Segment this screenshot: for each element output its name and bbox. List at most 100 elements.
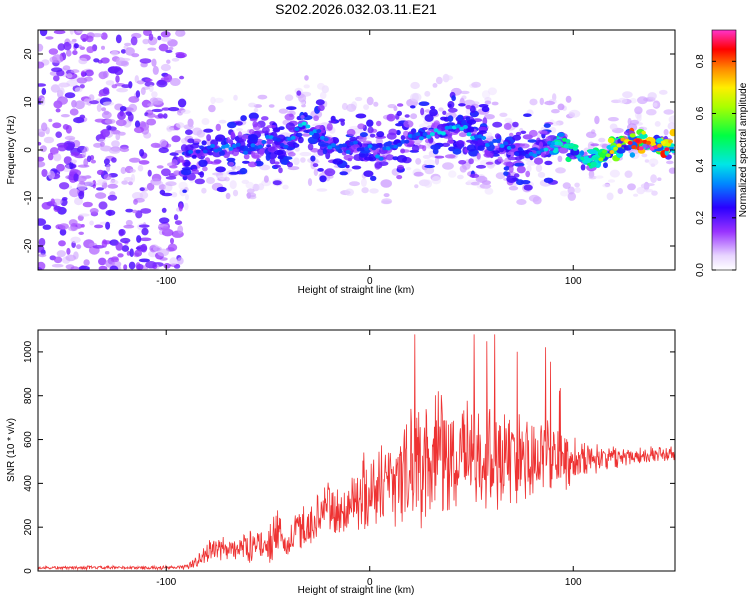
spectrogram-cell — [403, 130, 409, 137]
spectrogram-cell — [423, 179, 433, 188]
snr-y-ticks: 0 200 400 600 800 1000 — [23, 340, 675, 574]
spectrogram-cell — [64, 92, 76, 99]
spectrogram-cell — [128, 103, 138, 113]
spectrogram-cell — [371, 146, 377, 151]
spectrogram-cell — [322, 148, 328, 155]
spectrogram-cell — [105, 221, 111, 230]
spectrogram-cell — [157, 35, 162, 41]
spectrogram-cell — [103, 110, 110, 116]
spectrogram-cell — [393, 144, 399, 149]
spectrogram-cell — [51, 67, 63, 72]
spectrogram-cell — [50, 84, 61, 93]
spectrogram-cell — [269, 157, 276, 165]
spectrogram-cell — [606, 192, 614, 201]
spectrogram-cell — [57, 96, 68, 105]
spectrogram-cell — [109, 265, 119, 270]
spectrogram-cell — [123, 177, 134, 182]
spectrogram-cell — [286, 161, 293, 168]
spectrogram-cell — [410, 81, 420, 90]
spectrogram-cell — [359, 132, 368, 138]
spectrogram-cell — [286, 106, 297, 110]
spectrogram-cell — [290, 135, 296, 140]
spectrogram-cell — [460, 90, 470, 95]
spectrogram-cell — [73, 173, 79, 182]
spectrogram-cell — [259, 148, 265, 157]
spectrogram-cell — [38, 267, 43, 270]
y-tick-label: 20 — [23, 48, 34, 60]
spectrogram-cell — [651, 190, 658, 196]
spectrogram-cell — [139, 237, 152, 242]
y-tick-label: 0 — [23, 147, 34, 153]
spectrogram-cell — [68, 40, 76, 45]
spectrogram-cell — [103, 158, 110, 165]
spectrogram-cell — [342, 143, 347, 148]
spectrogram-cell — [99, 141, 105, 147]
spectrogram-cell — [360, 178, 367, 187]
spectrogram-cell — [269, 146, 276, 152]
spectrogram-cell — [375, 154, 380, 159]
spectrogram-cell — [565, 139, 571, 144]
spectrogram-cell — [641, 153, 648, 158]
spectrogram-cell — [65, 254, 77, 262]
spectrogram-cell — [95, 192, 107, 199]
spectrogram-cell — [641, 130, 646, 135]
spectrogram-cell — [434, 156, 440, 166]
spectrogram-cell — [239, 145, 245, 150]
snr-x-label: Height of straight line (km) — [298, 585, 415, 596]
spectrogram-cell — [539, 97, 544, 106]
spectrogram-cell — [178, 203, 183, 212]
spectrogram-cell — [52, 122, 62, 129]
spectrogram-cell — [536, 150, 542, 155]
spectrogram-cell — [189, 143, 200, 149]
spectrogram-cell — [55, 131, 62, 138]
spectrogram-cell — [263, 175, 269, 183]
spectrogram-cell — [146, 113, 156, 118]
spectrogram-cell — [160, 77, 170, 81]
spectrogram-cell — [151, 58, 157, 67]
spectrogram-cell — [240, 115, 247, 122]
spectrogram-cell — [397, 164, 404, 170]
spectrogram-cell — [557, 155, 563, 162]
spectrogram-cell — [383, 193, 390, 198]
spectrogram-cell — [216, 186, 227, 193]
spectrogram-cell — [421, 127, 428, 131]
y-tick-label: 0 — [23, 568, 34, 574]
spectrogram-cell — [649, 146, 655, 151]
spectrogram-cell — [38, 141, 42, 146]
spectrogram-cell — [319, 91, 327, 99]
spectrogram-cell — [243, 153, 250, 160]
spectrogram-cell — [232, 189, 239, 197]
spectrogram-cell — [483, 152, 494, 158]
spectrogram-cell — [130, 173, 136, 183]
spectrogram-cell — [627, 140, 633, 145]
spectrogram-cell — [138, 258, 150, 263]
spectrogram-cell — [38, 161, 46, 168]
spectrogram-cell — [247, 161, 257, 168]
spectrogram-cell — [519, 143, 530, 149]
spectrogram-cell — [429, 132, 435, 137]
spectrogram-cell — [48, 118, 53, 123]
spectrogram-cell — [309, 131, 314, 136]
spectrogram-cell — [470, 181, 480, 186]
spectrogram-cell — [466, 119, 477, 125]
spectrogram-cell — [140, 243, 148, 253]
spectrogram-cell — [181, 167, 193, 171]
spectrogram-cell — [324, 168, 336, 177]
spectrogram-cell — [169, 257, 178, 266]
spectrogram-cell — [373, 101, 379, 107]
spectrogram-cell — [261, 140, 267, 144]
spectrogram-cell — [89, 100, 99, 105]
spectrogram-x-label: Height of straight line (km) — [298, 285, 415, 296]
spectrogram-cell — [381, 198, 393, 205]
spectrogram-cell — [481, 136, 487, 140]
colorbar-label: Normalized spectral amplitude — [738, 82, 749, 217]
spectrogram-cell — [78, 213, 90, 217]
spectrogram-cell — [215, 166, 226, 173]
spectrogram-cell — [396, 142, 402, 147]
spectrogram-cell — [111, 84, 118, 89]
spectrogram-cell — [588, 175, 597, 180]
spectrogram-cell — [92, 179, 97, 189]
spectrogram-cell — [356, 147, 362, 152]
spectrogram-cell — [668, 115, 675, 124]
spectrogram-cell — [83, 146, 89, 152]
